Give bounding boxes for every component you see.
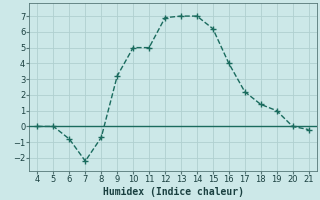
X-axis label: Humidex (Indice chaleur): Humidex (Indice chaleur) — [102, 186, 244, 197]
